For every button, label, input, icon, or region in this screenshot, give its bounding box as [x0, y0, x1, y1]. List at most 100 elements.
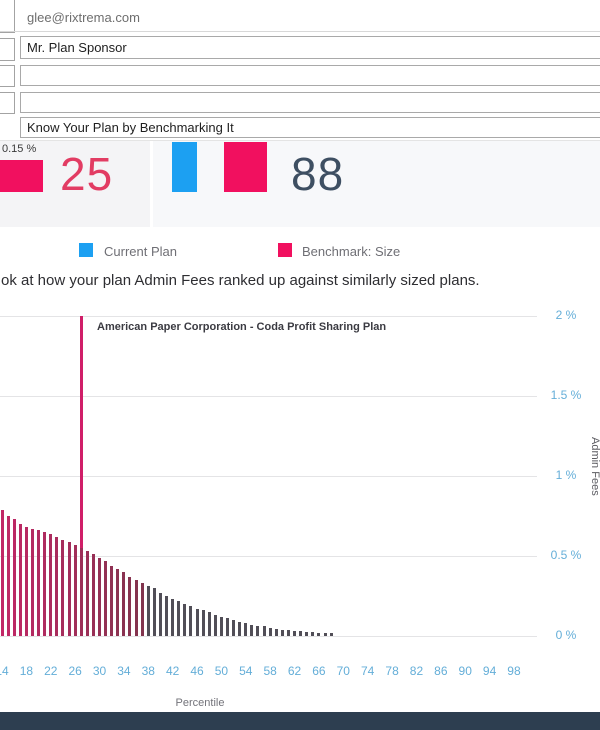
percentile-bar	[207, 612, 211, 636]
y-axis-title: Admin Fees	[589, 437, 600, 496]
x-tick-label: 74	[361, 664, 375, 678]
percentile-bar	[43, 532, 47, 636]
current-plan-column	[172, 142, 197, 192]
gridline	[0, 556, 537, 557]
current-plan-swatch	[79, 243, 93, 257]
x-tick-label: 26	[68, 664, 82, 678]
chart-plot	[0, 316, 537, 637]
benchmark-column	[224, 142, 267, 192]
percentile-bar	[213, 615, 217, 636]
percentile-bar	[79, 548, 83, 636]
bcc-button[interactable]	[0, 92, 15, 114]
percentile-bar	[128, 576, 132, 636]
percentile-bar	[12, 519, 16, 636]
subject-field[interactable]	[20, 117, 600, 138]
to-button[interactable]	[0, 38, 15, 61]
x-axis-title: Percentile	[175, 697, 225, 709]
cc-button[interactable]	[0, 65, 15, 87]
percentile-bar	[18, 524, 22, 636]
from-address: glee@rixtrema.com	[27, 10, 140, 25]
percentile-bar	[268, 628, 272, 636]
percentile-bar	[98, 557, 102, 636]
percentile-bar	[158, 592, 162, 636]
from-row-separator	[0, 31, 600, 32]
from-button[interactable]: ▾	[0, 0, 15, 33]
x-tick-label: 86	[434, 664, 448, 678]
x-tick-label: 46	[190, 664, 204, 678]
percentile-bar	[6, 516, 10, 636]
percentile-bar	[317, 632, 321, 636]
x-tick-label: 94	[482, 664, 497, 678]
percentile-bar	[183, 604, 187, 636]
gridline	[0, 636, 537, 637]
benchmark-swatch	[278, 243, 292, 257]
x-tick-label: 22	[44, 664, 58, 678]
plan-marker-line	[79, 316, 83, 548]
x-tick-label: 50	[214, 664, 229, 678]
percentile-bar	[195, 608, 199, 636]
x-tick-label: 66	[312, 664, 326, 678]
x-tick-label: 54	[239, 664, 253, 678]
x-tick-label: 30	[92, 664, 107, 678]
percentile-bar	[262, 626, 266, 636]
percentile-bar	[226, 618, 229, 636]
percentile-bar	[91, 554, 95, 636]
y-tick-label: 0.5 %	[550, 548, 582, 562]
percentile-bar	[110, 565, 114, 636]
cc-field[interactable]	[20, 65, 600, 86]
x-tick-label: 78	[385, 664, 399, 678]
x-tick-label: 14	[0, 664, 9, 678]
percentile-bar	[140, 583, 144, 636]
percentile-bar	[67, 541, 71, 636]
plan-annotation: American Paper Corporation - Coda Profit…	[97, 321, 387, 333]
x-tick-label: 98	[507, 664, 521, 678]
footer-bar	[0, 712, 600, 730]
percentile-bar	[293, 631, 297, 636]
percentile-bar	[85, 551, 89, 636]
x-tick-label: 58	[263, 664, 277, 678]
percentile-bar	[238, 621, 242, 636]
x-tick-label: 70	[336, 664, 350, 678]
percentile-bar	[104, 560, 108, 636]
gridline	[0, 476, 537, 477]
percentile-bar	[305, 632, 309, 636]
x-tick-label: 38	[141, 664, 155, 678]
gridline	[0, 316, 537, 317]
percentile-bar	[37, 530, 41, 636]
to-field[interactable]	[20, 36, 600, 59]
percentile-bar	[256, 625, 260, 636]
percentile-bar	[219, 616, 223, 636]
benchmark-number: 88	[291, 148, 345, 200]
percentile-bar	[152, 588, 156, 636]
chart-description: ok at how your plan Admin Fees ranked up…	[1, 272, 480, 289]
percentile-bar	[73, 544, 77, 636]
y-tick-label: 0 %	[555, 628, 577, 642]
x-tick-label: 42	[165, 664, 180, 678]
x-tick-label: 82	[409, 664, 424, 678]
x-tick-label: 90	[458, 664, 472, 678]
percentile-bar	[311, 632, 315, 636]
percentile-bar	[299, 631, 303, 636]
percentile-bar	[24, 527, 28, 636]
percentile-bar	[116, 568, 120, 636]
percentile-bar	[329, 632, 333, 636]
current-plan-legend-label: Current Plan	[104, 244, 177, 259]
percentile-bar	[165, 596, 169, 636]
percentile-bar	[232, 620, 236, 636]
percentile-bar	[134, 580, 138, 636]
percentile-bar	[55, 536, 59, 636]
gridline	[0, 396, 537, 397]
percentile-bar	[189, 605, 193, 636]
percentile-bar	[49, 533, 53, 636]
percentile-bar	[323, 632, 327, 636]
percentile-bar	[0, 509, 4, 636]
percentile-bar	[171, 599, 175, 636]
percentile-bar	[280, 629, 284, 636]
y-tick-label: 1 %	[555, 468, 577, 482]
bcc-field[interactable]	[20, 92, 600, 113]
x-tick-label: 34	[117, 664, 131, 678]
x-tick-label: 18	[19, 664, 34, 678]
x-tick-label: 62	[287, 664, 302, 678]
percentile-bar	[177, 600, 181, 636]
